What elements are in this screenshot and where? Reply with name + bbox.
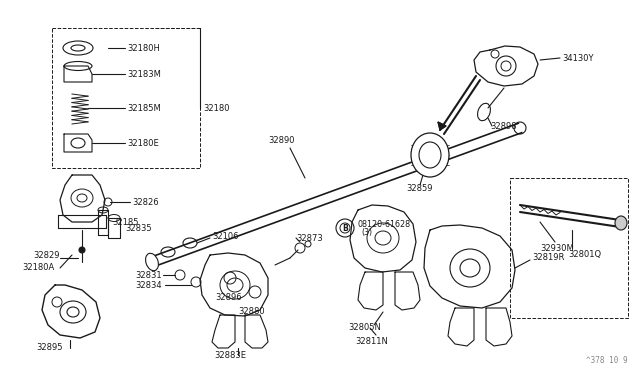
Text: 32185M: 32185M xyxy=(127,103,161,112)
Text: 32819R: 32819R xyxy=(532,253,564,263)
Text: 08120-61628: 08120-61628 xyxy=(357,219,410,228)
Text: 32895: 32895 xyxy=(36,343,63,353)
Text: 32829: 32829 xyxy=(33,250,60,260)
Text: 32805N: 32805N xyxy=(348,324,381,333)
Polygon shape xyxy=(438,122,446,130)
Text: 32106: 32106 xyxy=(212,231,239,241)
Text: 32180A: 32180A xyxy=(22,263,54,273)
Polygon shape xyxy=(98,210,108,235)
Text: 32930M: 32930M xyxy=(540,244,573,253)
Text: 32835: 32835 xyxy=(125,224,152,232)
Text: 32811N: 32811N xyxy=(355,337,388,346)
Text: 32898: 32898 xyxy=(490,122,516,131)
Text: 32834: 32834 xyxy=(136,280,162,289)
Text: 32826: 32826 xyxy=(132,198,159,206)
Text: 32859: 32859 xyxy=(406,183,433,192)
Text: 32890: 32890 xyxy=(268,135,294,144)
Text: 32873: 32873 xyxy=(296,234,323,243)
Ellipse shape xyxy=(411,133,449,177)
Ellipse shape xyxy=(615,216,627,230)
Text: 32180: 32180 xyxy=(203,103,230,112)
Polygon shape xyxy=(60,175,105,222)
Text: 32880: 32880 xyxy=(238,308,264,317)
Polygon shape xyxy=(64,66,92,82)
Polygon shape xyxy=(424,225,515,308)
Text: 32801Q: 32801Q xyxy=(568,250,601,260)
Bar xyxy=(52,28,200,168)
Polygon shape xyxy=(64,134,92,152)
Text: 34130Y: 34130Y xyxy=(562,54,593,62)
Text: 32180E: 32180E xyxy=(127,138,159,148)
Polygon shape xyxy=(42,285,100,338)
Ellipse shape xyxy=(145,253,159,271)
Polygon shape xyxy=(350,205,416,272)
Text: 32831: 32831 xyxy=(136,270,162,279)
Polygon shape xyxy=(200,253,268,316)
Text: 32183M: 32183M xyxy=(127,70,161,78)
Polygon shape xyxy=(108,218,120,238)
Text: 32883E: 32883E xyxy=(214,350,246,359)
Text: (3): (3) xyxy=(361,228,372,237)
Text: 32896: 32896 xyxy=(215,294,242,302)
Text: 32180H: 32180H xyxy=(127,44,160,52)
Text: B: B xyxy=(342,224,348,232)
Polygon shape xyxy=(474,46,538,86)
Circle shape xyxy=(79,247,85,253)
Text: ^378 10 9: ^378 10 9 xyxy=(586,356,628,365)
Text: 32185: 32185 xyxy=(112,218,138,227)
Bar xyxy=(510,178,628,318)
